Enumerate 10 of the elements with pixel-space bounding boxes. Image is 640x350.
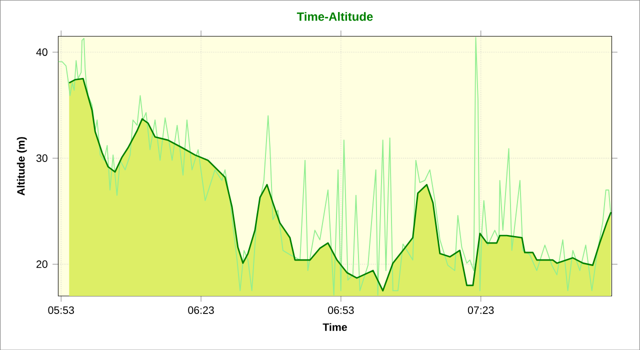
x-tick-label: 07:23 [468,306,494,314]
x-tick-label: 06:23 [188,306,214,314]
chart-title: Time-Altitude [296,12,373,21]
x-tick-label: 06:53 [328,306,354,314]
y-tick-label: 30 [36,154,48,162]
x-axis-title: Time [322,322,347,331]
y-tick-label: 40 [36,48,48,56]
y-axis-title: Altitude (m) [16,136,27,196]
y-tick-label: 20 [36,260,48,268]
x-tick-label: 05:53 [48,306,74,314]
